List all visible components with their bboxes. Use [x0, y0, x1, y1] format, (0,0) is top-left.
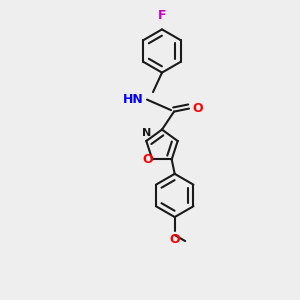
Text: O: O: [142, 153, 153, 166]
Text: F: F: [158, 9, 166, 22]
Text: O: O: [193, 102, 203, 115]
Text: N: N: [142, 128, 151, 138]
Text: HN: HN: [123, 93, 144, 106]
Text: O: O: [169, 233, 180, 246]
